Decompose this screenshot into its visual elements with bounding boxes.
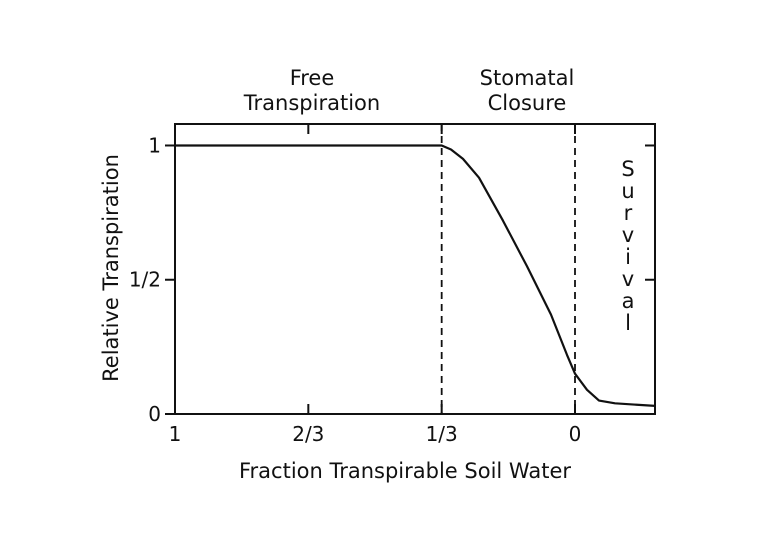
y-tick-label-2: 1 bbox=[148, 133, 161, 157]
series-layer bbox=[175, 144, 656, 407]
stomatal-closure-line-1: Stomatal bbox=[480, 66, 575, 90]
ticks-layer: 1 2/3 1/3 0 0 1/2 1 bbox=[129, 124, 655, 446]
free-transpiration-line-2: Transpiration bbox=[243, 91, 380, 115]
stomatal-closure-line-2: Closure bbox=[488, 91, 567, 115]
x-tick-label-1: 2/3 bbox=[292, 422, 324, 446]
x-tick-label-0: 1 bbox=[169, 422, 182, 446]
stomatal-closure-label: Stomatal Closure bbox=[480, 66, 575, 115]
x-tick-label-2: 1/3 bbox=[426, 422, 458, 446]
y-tick-label-1: 1/2 bbox=[129, 268, 161, 292]
x-axis-label: Fraction Transpirable Soil Water bbox=[239, 459, 571, 483]
free-transpiration-line-1: Free bbox=[290, 66, 335, 90]
y-axis-label: Relative Transpiration bbox=[99, 154, 123, 382]
plot-frame bbox=[174, 123, 656, 415]
free-transpiration-label: Free Transpiration bbox=[243, 66, 380, 115]
survival-label: Survival bbox=[616, 157, 640, 333]
y-tick-label-0: 0 bbox=[148, 402, 161, 426]
series-line-0 bbox=[175, 144, 656, 407]
x-tick-label-3: 0 bbox=[569, 422, 582, 446]
vlines-layer bbox=[440, 124, 576, 414]
